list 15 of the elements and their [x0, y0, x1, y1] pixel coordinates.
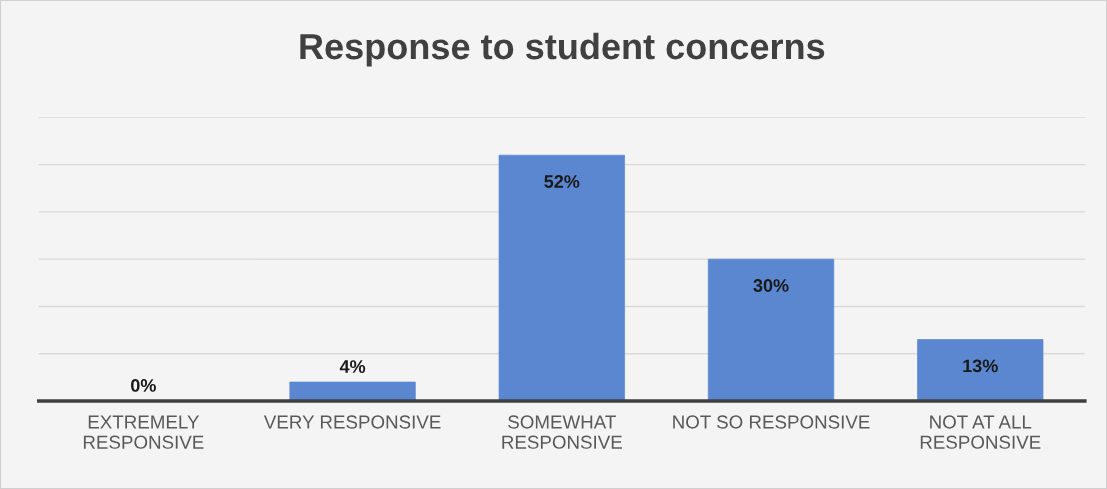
chart-title: Response to student concerns — [300, 32, 825, 67]
x-tick-label: VERY RESPONSIVE — [263, 415, 441, 429]
data-label: 30% — [753, 279, 789, 292]
bar — [707, 258, 835, 401]
data-label: 4% — [339, 360, 366, 373]
bar — [917, 339, 1044, 401]
data-label: 0% — [131, 379, 156, 392]
x-tick-label: EXTREMELY RESPONSIVE — [83, 415, 204, 449]
data-label: 52% — [544, 175, 580, 188]
data-label: 13% — [963, 359, 998, 373]
x-tick-label: NOT SO RESPONSIVE — [673, 415, 870, 429]
x-tick-label: SOMEWHAT RESPONSIVE — [502, 415, 622, 449]
bar — [498, 154, 625, 401]
bar — [289, 381, 416, 401]
x-tick-label: NOT AT ALL RESPONSIVE — [920, 415, 1041, 449]
